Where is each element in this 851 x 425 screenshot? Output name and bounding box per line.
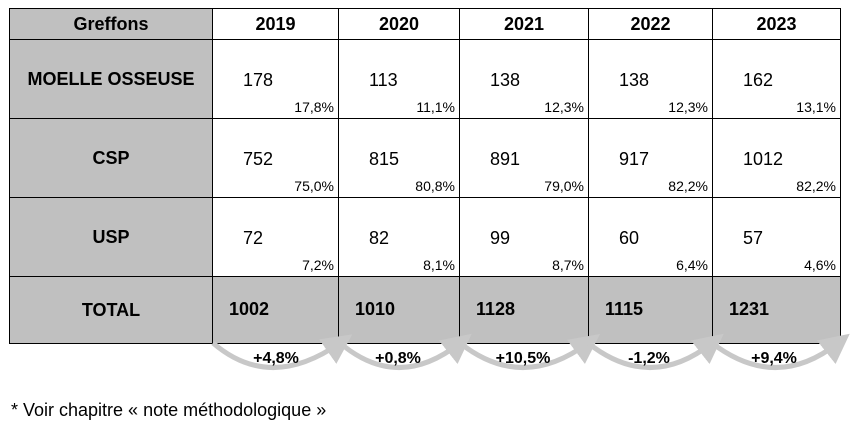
cell-percent: 75,0% [294,178,334,194]
total-value: 1115 [605,299,644,319]
header-year-2022: 2022 [589,9,713,40]
table-cell: 1012 82,2% [713,119,840,198]
cell-value: 815 [369,149,400,169]
growth-label: +0,8% [375,350,421,367]
cell-value: 72 [243,228,264,248]
total-cell: 1231 [713,277,840,343]
cell-value: 113 [369,70,398,90]
row-label-usp: USP [10,198,213,277]
cell-percent: 82,2% [796,178,836,194]
cell-percent: 13,1% [796,99,836,115]
table-cell: 138 12,3% [589,40,713,119]
row-label-text: MOELLE OSSEUSE [27,69,195,89]
greffons-table: Greffons 2019 2020 2021 2022 2023 MOELLE… [9,8,841,344]
cell-percent: 8,1% [423,257,455,273]
total-cell: 1010 [339,277,460,343]
table-cell: 138 12,3% [460,40,589,119]
table-cell: 891 79,0% [460,119,589,198]
row-label-csp: CSP [10,119,213,198]
cell-percent: 7,2% [302,257,334,273]
table-cell: 815 80,8% [339,119,460,198]
cell-percent: 12,3% [668,99,708,115]
cell-value: 99 [490,228,511,248]
cell-value: 82 [369,228,390,248]
table-cell: 917 82,2% [589,119,713,198]
table-cell: 178 17,8% [213,40,339,119]
cell-percent: 79,0% [544,178,584,194]
header-greffons: Greffons [10,9,213,40]
header-year-2023: 2023 [713,9,840,40]
growth-label: -1,2% [628,350,670,367]
table-cell: 162 13,1% [713,40,840,119]
table-cell: 99 8,7% [460,198,589,277]
total-value: 1231 [729,299,770,319]
table-cell: 57 4,6% [713,198,840,277]
cell-value: 60 [619,228,640,248]
cell-percent: 17,8% [294,99,334,115]
total-cell: 1115 [589,277,713,343]
cell-percent: 12,3% [544,99,584,115]
header-year-2019: 2019 [213,9,339,40]
total-cell: 1002 [213,277,339,343]
cell-value: 138 [490,70,521,90]
row-label-text: USP [92,227,130,247]
cell-value: 178 [243,70,274,90]
cell-percent: 82,2% [668,178,708,194]
total-cell: 1128 [460,277,589,343]
table-cell: 82 8,1% [339,198,460,277]
cell-value: 1012 [743,149,784,169]
cell-percent: 11,1% [416,99,455,115]
cell-percent: 6,4% [676,257,708,273]
cell-percent: 4,6% [804,257,836,273]
table-cell: 752 75,0% [213,119,339,198]
cell-value: 162 [743,70,774,90]
row-label-text: CSP [92,148,130,168]
row-label-total: TOTAL [10,277,213,343]
cell-percent: 80,8% [415,178,455,194]
cell-value: 917 [619,149,650,169]
row-label-text: TOTAL [81,299,141,320]
total-value: 1010 [355,299,396,319]
total-value: 1128 [476,299,516,319]
growth-label: +4,8% [253,350,299,367]
header-year-2021: 2021 [460,9,589,40]
table-cell: 113 11,1% [339,40,460,119]
cell-percent: 8,7% [552,257,584,273]
cell-value: 891 [490,149,521,169]
growth-label: +10,5% [495,350,551,367]
table-cell: 72 7,2% [213,198,339,277]
cell-value: 57 [743,228,764,248]
total-value: 1002 [229,299,270,319]
header-year-2020: 2020 [339,9,460,40]
footnote: * Voir chapitre « note méthodologique » [11,400,327,420]
row-label-moelle-osseuse: MOELLE OSSEUSE [10,40,213,119]
cell-value: 138 [619,70,650,90]
growth-label: +9,4% [751,350,797,367]
table-cell: 60 6,4% [589,198,713,277]
cell-value: 752 [243,149,274,169]
